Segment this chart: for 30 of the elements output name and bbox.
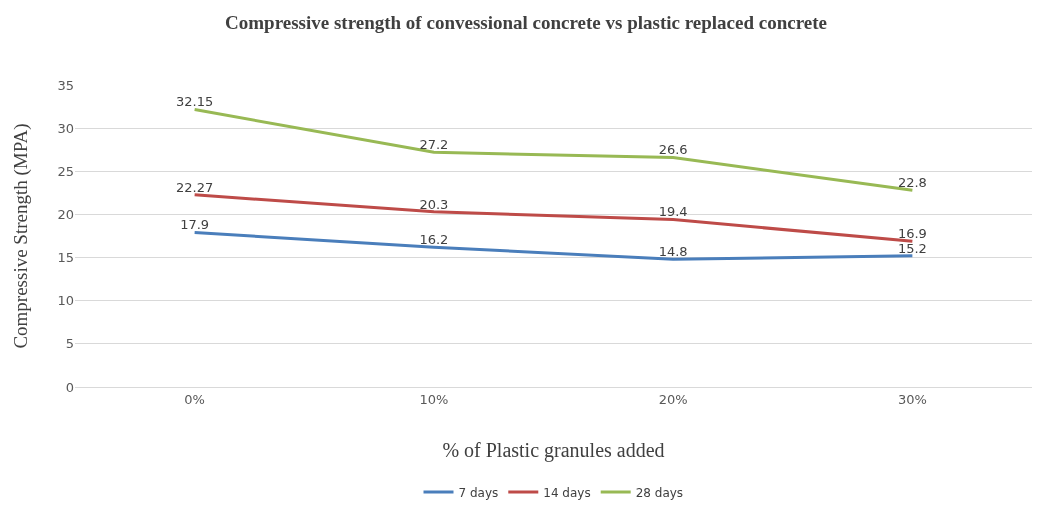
y-tick-label: 35 [57,77,74,93]
data-label: 15.2 [897,240,927,256]
x-axis-title: % of Plastic granules added [442,439,665,462]
data-label: 26.6 [658,142,688,158]
y-tick-label: 25 [57,163,74,179]
legend-label: 7 days [458,485,499,500]
y-tick-label: 15 [57,250,74,266]
y-tick-label: 5 [65,336,74,352]
data-label: 16.2 [419,231,449,247]
y-tick-label: 0 [65,379,74,395]
data-label: 14.8 [658,244,688,260]
data-label: 20.3 [419,196,449,212]
y-axis-title: Compressive Strength (MPA) [10,123,32,349]
data-label: 27.2 [419,137,449,153]
x-tick-label: 20% [658,391,688,407]
data-label: 17.9 [180,217,210,233]
data-label: 22.27 [176,179,214,195]
data-label: 19.4 [658,204,688,220]
y-tick-label: 10 [57,293,74,309]
chart-title: Compressive strength of convessional concrete vs plastic replaced concrete [225,11,827,33]
data-label: 22.8 [897,175,927,191]
x-tick-label: 10% [419,391,449,407]
x-tick-label: 30% [897,391,927,407]
y-tick-label: 20 [57,206,74,222]
legend-label: 28 days [635,485,684,500]
legend-label: 14 days [543,485,591,500]
data-label: 32.15 [176,94,214,110]
data-label: 16.9 [897,225,927,241]
y-tick-label: 30 [57,120,74,136]
x-tick-label: 0% [184,391,205,407]
